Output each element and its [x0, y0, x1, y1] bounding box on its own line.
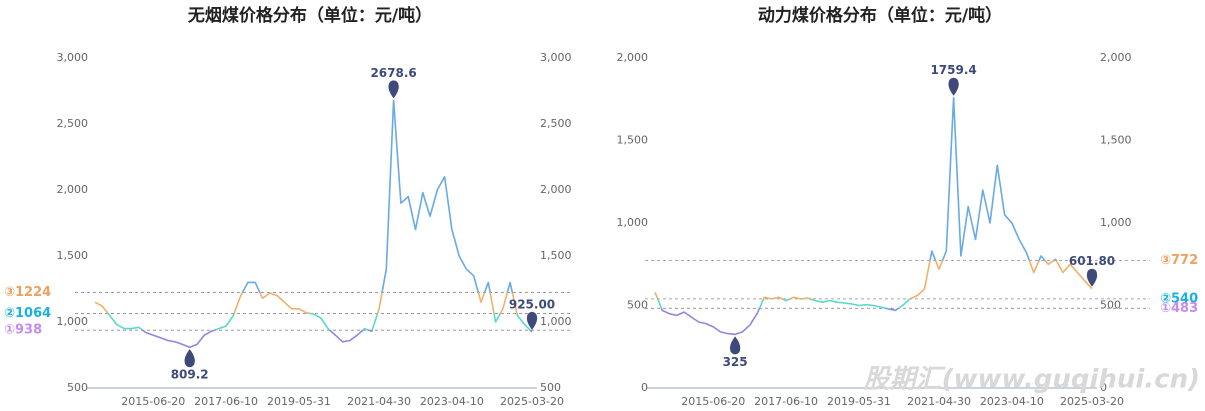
y2-tick-label: 500: [540, 381, 561, 394]
point-marker: [948, 77, 959, 96]
y2-tick-label: 1,000: [540, 315, 572, 328]
y-tick-label: 1,000: [617, 216, 649, 229]
reference-label: ②1064: [4, 306, 51, 321]
x-tick-label: 2017-06-10: [194, 395, 258, 408]
y-tick-label: 1,500: [57, 249, 89, 262]
point-marker: [526, 311, 538, 330]
x-tick-label: 2019-05-31: [267, 395, 331, 408]
y2-tick-label: 3,000: [540, 51, 572, 64]
reference-label: ①483: [1160, 301, 1198, 316]
x-tick-label: 2023-04-10: [420, 395, 484, 408]
x-tick-label: 2021-04-30: [347, 395, 411, 408]
y2-tick-label: 1,000: [1100, 216, 1132, 229]
y2-tick-label: 2,000: [540, 183, 572, 196]
reference-label: ①938: [4, 323, 42, 338]
x-tick-label: 2025-03-20: [1060, 395, 1124, 408]
x-tick-label: 2021-04-30: [907, 395, 971, 408]
x-tick-label: 2023-04-10: [980, 395, 1044, 408]
x-tick-label: 2019-05-31: [827, 395, 891, 408]
y2-tick-label: 2,500: [540, 117, 572, 130]
x-tick-label: 2015-06-20: [121, 395, 185, 408]
point-marker: [1086, 268, 1098, 287]
y2-tick-label: 1,500: [1100, 134, 1132, 147]
x-tick-label: 2015-06-20: [681, 395, 745, 408]
watermark: 股期汇(www.guqihui.cn): [863, 365, 1200, 395]
y-tick-label: 2,000: [617, 51, 649, 64]
data-label: 601.80: [1069, 254, 1115, 268]
data-label: 2678.6: [370, 66, 416, 80]
price-line: [654, 96, 1093, 336]
chart-title: 动力煤价格分布（单位：元/吨）: [758, 5, 1002, 26]
y2-tick-label: 500: [1100, 299, 1121, 312]
y2-tick-label: 1,500: [540, 249, 572, 262]
data-label: 1759.4: [930, 63, 976, 77]
point-marker: [388, 80, 399, 99]
data-label: 809.2: [171, 368, 209, 382]
y-tick-label: 500: [67, 381, 88, 394]
y-tick-label: 2,000: [57, 183, 89, 196]
data-label: 325: [723, 355, 748, 369]
reference-label: ③772: [1160, 253, 1198, 268]
chart-title: 无烟煤价格分布（单位：元/吨）: [187, 5, 432, 26]
y2-tick-label: 2,000: [1100, 51, 1132, 64]
y-tick-label: 2,500: [57, 117, 89, 130]
y-tick-label: 1,000: [57, 315, 89, 328]
data-label: 925.00: [509, 297, 555, 311]
y-tick-label: 500: [627, 299, 648, 312]
x-tick-label: 2017-06-10: [754, 395, 818, 408]
reference-label: ③1224: [4, 285, 51, 300]
reference-label: ②540: [1160, 291, 1198, 306]
y-tick-label: 0: [641, 381, 648, 394]
y-tick-label: 1,500: [617, 134, 649, 147]
y-tick-label: 3,000: [57, 51, 89, 64]
point-marker: [184, 349, 195, 368]
point-marker: [729, 336, 741, 355]
x-tick-label: 2025-03-20: [500, 395, 564, 408]
price-line: [94, 99, 533, 348]
y2-tick-label: 0: [1100, 381, 1107, 394]
